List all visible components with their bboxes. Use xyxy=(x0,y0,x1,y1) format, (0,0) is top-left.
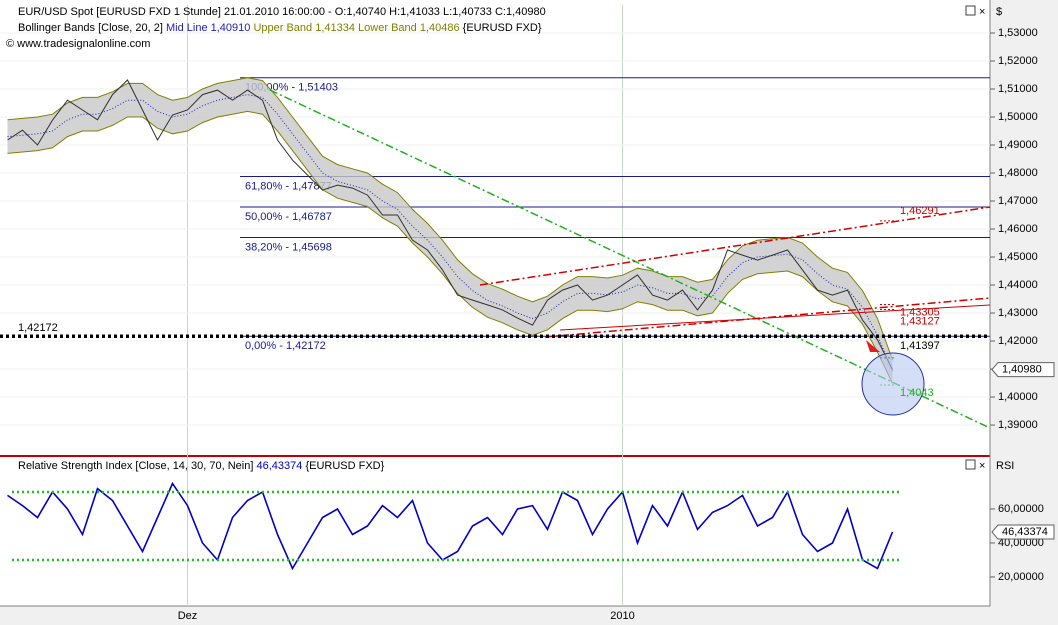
chart-header: EUR/USD Spot [EURUSD FXD 1 Stunde] 21.01… xyxy=(18,6,546,18)
current-value-box xyxy=(991,362,1055,378)
y-tick-label: 1,40000 xyxy=(998,391,1038,403)
y-tick-label: 1,42000 xyxy=(998,335,1038,347)
legend-value: 1,40486 xyxy=(420,22,460,34)
channel-line xyxy=(544,297,991,338)
series-line xyxy=(7,481,894,571)
y-tick-label: 1,45000 xyxy=(998,251,1038,263)
legend-value: 46,43374 xyxy=(256,460,302,472)
y-tick-label: 1,46000 xyxy=(998,223,1038,235)
fib-label: 0,00% - 1,42172 xyxy=(245,340,326,352)
channel-line xyxy=(479,206,991,286)
y-tick-label: 20,00000 xyxy=(998,571,1044,583)
series-line xyxy=(7,110,893,384)
channel-line xyxy=(559,304,991,331)
y-tick-label: 1,50000 xyxy=(998,111,1038,123)
price-label: 1,4043 xyxy=(900,387,934,399)
maximize-button[interactable] xyxy=(965,459,976,470)
close-button[interactable]: × xyxy=(979,6,985,18)
series-line xyxy=(7,79,893,370)
price-label: 1,43305 xyxy=(900,306,940,318)
close-button[interactable]: × xyxy=(979,460,985,472)
legend-value: 1,41334 xyxy=(315,22,355,34)
title: EUR/USD Spot xyxy=(18,6,93,18)
y-tick-label: 1,39000 xyxy=(998,419,1038,431)
highlight-circle xyxy=(861,352,925,416)
indicator-header: Bollinger Bands [Close, 20, 2] Mid Line … xyxy=(18,22,542,34)
price-label: 1,41397 xyxy=(900,340,940,352)
fib-label: 50,00% - 1,46787 xyxy=(245,211,332,223)
axis-unit: $ xyxy=(996,6,1002,18)
y-tick-label: 1,51000 xyxy=(998,83,1038,95)
time-axis-bg xyxy=(0,606,990,625)
current-value-box xyxy=(991,524,1055,540)
fib-label: 61,80% - 1,47877 xyxy=(245,180,332,192)
legend-entry: Relative Strength Index [Close, 14, 30, … xyxy=(18,460,253,472)
y-tick-label: 1,47000 xyxy=(998,195,1038,207)
price-label: 1,46291 xyxy=(900,205,940,217)
right-axis-bg xyxy=(990,0,1058,625)
x-tick-label: Dez xyxy=(178,610,198,622)
y-tick-label: 1,52000 xyxy=(998,55,1038,67)
axis-unit: RSI xyxy=(996,460,1014,472)
legend-entry: Upper Band xyxy=(253,22,312,34)
y-tick-label: 1,48000 xyxy=(998,167,1038,179)
legend-value: 1,40910 xyxy=(211,22,251,34)
y-tick-label: 40,00000 xyxy=(998,537,1044,549)
subtitle: [EURUSD FXD 1 Stunde] 21.01.2010 16:00:0… xyxy=(96,6,545,18)
series-line xyxy=(7,94,893,372)
y-tick-label: 1,44000 xyxy=(998,279,1038,291)
source: {EURUSD FXD} xyxy=(305,460,384,472)
maximize-button[interactable] xyxy=(965,5,976,16)
current-value-label: 1,40980 xyxy=(1002,363,1042,375)
copyright: © www.tradesignalonline.com xyxy=(6,38,150,50)
legend-entry: Mid Line xyxy=(166,22,208,34)
price-label: 1,43127 xyxy=(900,315,940,327)
y-tick-label: 1,49000 xyxy=(998,139,1038,151)
current-value-label: 46,43374 xyxy=(1002,526,1048,538)
rsi-header: Relative Strength Index [Close, 14, 30, … xyxy=(18,460,385,472)
fib-label: 38,20% - 1,45698 xyxy=(245,241,332,253)
y-tick-label: 1,53000 xyxy=(998,27,1038,39)
y-tick-label: 60,00000 xyxy=(998,503,1044,515)
y-tick-label: 1,43000 xyxy=(998,307,1038,319)
band-fill xyxy=(7,77,893,384)
x-tick-label: 2010 xyxy=(610,610,634,622)
price-label: 1,42172 xyxy=(18,322,58,334)
legend-entry: Lower Band xyxy=(358,22,417,34)
source: {EURUSD FXD} xyxy=(463,22,542,34)
indicator: Bollinger Bands [Close, 20, 2] xyxy=(18,22,163,34)
arrow-marker xyxy=(866,340,880,352)
